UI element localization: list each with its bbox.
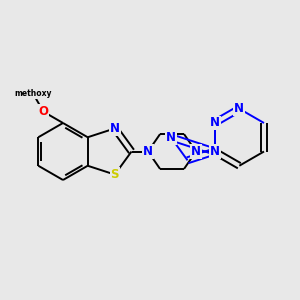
- Text: O: O: [38, 105, 49, 118]
- Text: N: N: [143, 145, 153, 158]
- Text: N: N: [166, 131, 176, 144]
- Text: N: N: [210, 145, 220, 158]
- Text: N: N: [234, 102, 244, 115]
- Text: N: N: [191, 145, 201, 158]
- Text: N: N: [210, 116, 220, 130]
- Text: S: S: [110, 168, 119, 181]
- Text: N: N: [110, 122, 120, 135]
- Text: methoxy: methoxy: [14, 89, 52, 98]
